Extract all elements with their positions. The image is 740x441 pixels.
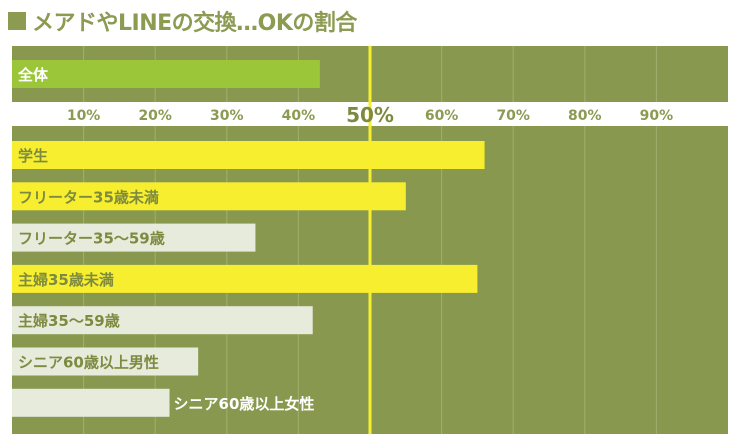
bar-label-7: シニア60歳以上女性 (174, 395, 315, 413)
bar-6 (12, 347, 199, 376)
bar-label-1: 学生 (18, 147, 48, 165)
x-tick-label-40: 40% (282, 108, 316, 124)
bar-3 (12, 223, 256, 252)
x-tick-label-10: 10% (67, 108, 101, 124)
bar-1 (12, 141, 485, 169)
x-tick-label-30: 30% (210, 108, 244, 124)
bar-7 (12, 388, 170, 417)
bar-4 (12, 264, 478, 293)
x-tick-label-60: 60% (425, 108, 459, 124)
bar-2 (12, 182, 406, 211)
bar-5 (12, 306, 313, 335)
bar-label-3: フリーター35～59歳 (18, 230, 165, 248)
overall-bar (12, 60, 320, 88)
x-tick-label-80: 80% (568, 108, 602, 124)
x-tick-label-20: 20% (138, 108, 172, 124)
x-tick-label-70: 70% (496, 108, 530, 124)
bar-label-2: フリーター35歳未満 (18, 188, 159, 206)
bar-label-5: 主婦35～59歳 (18, 312, 120, 330)
title-square-icon (8, 12, 26, 30)
x-tick-label-50: 50% (346, 103, 394, 127)
overall-bar-label: 全体 (17, 66, 49, 84)
chart-title: メアドやLINEの交換…OKの割合 (32, 11, 357, 36)
chart-title-row: メアドやLINEの交換…OKの割合 (8, 6, 357, 36)
bar-label-6: シニア60歳以上男性 (18, 354, 159, 372)
x-tick-label-90: 90% (640, 108, 674, 124)
bar-label-4: 主婦35歳未満 (18, 271, 114, 289)
